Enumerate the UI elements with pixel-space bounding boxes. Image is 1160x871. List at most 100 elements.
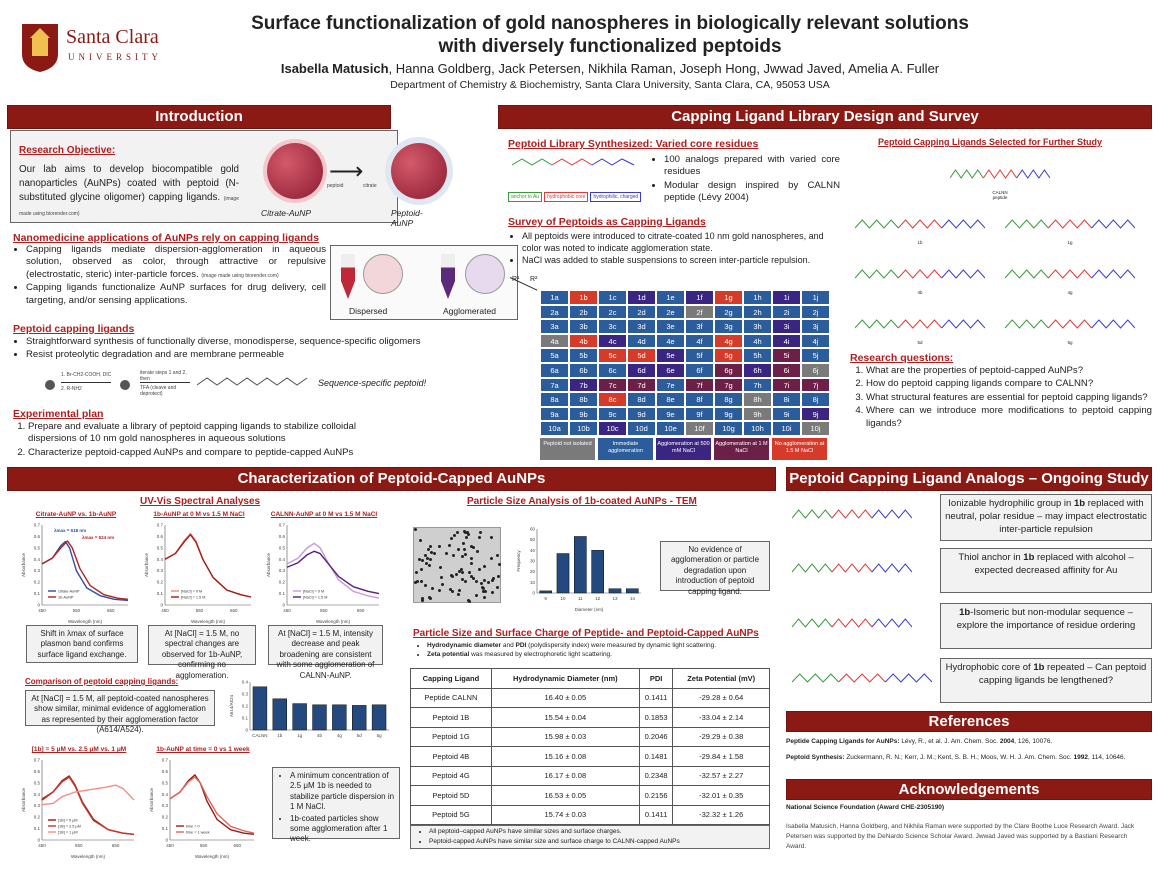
grid-cell-3e: 3e — [656, 319, 685, 334]
structure-label: 4g — [1067, 290, 1073, 295]
table-cell: 0.2156 — [638, 785, 674, 806]
x-tick-label: 450 — [38, 608, 46, 613]
list-item: Prepare and evaluate a library of peptoi… — [28, 421, 404, 446]
nanoparticle-dot — [472, 546, 476, 550]
grid-cell-1i: 1i — [772, 290, 801, 305]
list-item: All peptoid–capped AuNPs have similar si… — [429, 828, 765, 837]
chart-calnn-nacl: CALNN-AuNP at 0 M vs 1.5 M NaCl 0 0.1 0.2 0.… — [265, 511, 383, 625]
y-tick-label: 0.6 — [157, 534, 164, 539]
chemical-structure — [792, 673, 932, 683]
list-item: All peptoids were introduced to citrate-… — [522, 231, 843, 254]
nanoparticle-dot — [490, 557, 494, 560]
chart-agglomeration-factor: 0 0.1 0.2 0.3 0.4 A614/A524 CALNN 1b 1g 4b 4g 5d 5g — [228, 678, 393, 750]
dispersed-label: Dispersed — [349, 306, 388, 316]
citrate-aunp-label: Citrate-AuNP — [261, 208, 312, 218]
nanoparticle-dot — [482, 564, 486, 568]
comparison-box: At [NaCl] = 1.5 M, all peptoid-coated na… — [25, 690, 215, 734]
grid-cell-3i: 3i — [772, 319, 801, 334]
r2-label: R² — [530, 276, 538, 283]
grid-cell-10i: 10i — [772, 421, 801, 436]
grid-cell-6b: 6b — [569, 363, 598, 378]
nanoparticle-dot — [455, 572, 459, 576]
nanoparticle-dot — [429, 558, 433, 562]
grid-cell-7c: 7c — [598, 377, 627, 393]
y-tick-label: 0.5 — [34, 545, 41, 550]
nanoparticle-dot — [474, 580, 478, 584]
nanoparticle-dot — [418, 538, 422, 542]
nanoparticle-dot — [428, 595, 432, 599]
y-tick-label: 0.1 — [157, 591, 164, 596]
y-tick-label: 0.5 — [34, 780, 41, 785]
table-cell: 0.1853 — [638, 707, 674, 728]
nanoparticle-dot — [439, 565, 443, 569]
grid-cell-8e: 8e — [656, 392, 685, 407]
x-tick-label: CALNN — [252, 733, 267, 738]
grid-cell-8g: 8g — [714, 392, 743, 407]
grid-cell-9i: 9i — [772, 406, 801, 422]
x-tick-label: 450 — [166, 843, 174, 848]
nanoparticle-dot — [450, 537, 454, 541]
series-line-2 — [41, 784, 135, 806]
nanoparticle-dot — [429, 551, 433, 555]
grid-cell-9h: 9h — [743, 406, 772, 422]
nanoparticle-dot — [437, 589, 441, 593]
structure-label: 4b — [917, 290, 923, 295]
grid-cell-8c: 8c — [598, 392, 627, 407]
bar-5g — [371, 704, 387, 731]
table-cell: Peptoid 5G — [410, 804, 492, 825]
table-header: PDI — [638, 668, 674, 689]
section-banner-acknowledgements: Acknowledgements — [786, 779, 1152, 800]
grid-cell-3h: 3h — [743, 319, 772, 334]
table-cell: 0.1411 — [638, 687, 674, 708]
grid-cell-7d: 7d — [627, 377, 656, 393]
x-tick-label: 550 — [75, 843, 83, 848]
nanoparticle-dot — [497, 563, 501, 567]
grid-cell-4h: 4h — [743, 333, 772, 349]
arrow-icon — [61, 382, 111, 383]
y-tick-label: 0.1 — [34, 826, 41, 831]
acknowledgements-text: Isabella Matusich, Hanna Goldberg, and N… — [786, 823, 1135, 850]
section-banner-characterization: Characterization of Peptoid-Capped AuNPs — [7, 467, 776, 491]
list-item: 100 analogs prepared with varied core re… — [664, 154, 840, 179]
scheme-step2: 2. R-NH2 — [61, 386, 82, 392]
x-axis-label: Wavelength (nm) — [316, 619, 351, 624]
table-cell: Peptide CALNN — [410, 687, 492, 708]
grid-cell-7e: 7e — [656, 377, 685, 393]
table-cell: Peptoid 5D — [410, 785, 492, 806]
nanoparticle-dot — [491, 590, 495, 594]
nanoparticle-dot — [459, 567, 463, 571]
list-item: Characterize peptoid-capped AuNPs and co… — [28, 447, 404, 459]
nanoparticle-dot — [466, 530, 470, 534]
chemical-structure — [1005, 319, 1135, 329]
y-tick-label: 0 — [245, 728, 248, 733]
caption-box: Shift in λmax of surface plasmon band co… — [26, 625, 138, 663]
nanoparticle-dot — [447, 544, 451, 548]
list-item: Hydrodynamic diameter and PDI (polydispe… — [427, 642, 778, 650]
table-row: Peptoid 5D 16.53 ± 0.05 0.2156 -32.01 ± 0.3… — [410, 785, 770, 806]
table-row: Peptide CALNN 16.40 ± 0.05 0.1411 -29.28 ± … — [410, 687, 770, 708]
grid-cell-6f: 6f — [685, 363, 714, 378]
nanoparticle-dot — [490, 536, 494, 540]
y-tick-label: 0 — [37, 838, 40, 843]
y-tick-label: 0 — [165, 838, 168, 843]
grid-cell-7h: 7h — [743, 377, 772, 393]
chart-1b-time: 1b-AuNP at time = 0 vs 1 week 0 0.1 0.2 0.3 0… — [148, 746, 258, 860]
peptoid-aunp-label: Peptoid-AuNP — [391, 208, 423, 228]
y-tick-label: 60 — [530, 527, 536, 532]
survey-legend: Peptoid not isolated Immediate agglomerat… — [540, 438, 830, 460]
synthesis-scheme: 1. Br-CH2-COOH, DIC 2. R-NH2 iterate ste… — [45, 368, 315, 402]
legend-label: [1B] = 5 μM — [58, 819, 78, 823]
chart-title: 1b-AuNP at time = 0 vs 1 week — [156, 746, 250, 753]
chemical-structure — [792, 618, 912, 628]
table-cell: 16.40 ± 0.05 — [490, 687, 640, 708]
grid-cell-5i: 5i — [772, 348, 801, 363]
table-header: Hydrodynamic Diameter (nm) — [490, 668, 640, 689]
size-charge-table: Capping Ligand Hydrodynamic Diameter (nm)… — [410, 668, 770, 825]
structure-label: 1g — [1067, 240, 1073, 245]
x-axis-label: Wavelength (nm) — [68, 619, 103, 624]
table-cell: -32.01 ± 0.35 — [672, 785, 770, 806]
table-cell: 0.2348 — [638, 765, 674, 786]
bar-4g — [332, 704, 347, 731]
table-header: Zeta Potential (mV) — [672, 668, 770, 689]
grid-cell-4g: 4g — [714, 333, 743, 349]
